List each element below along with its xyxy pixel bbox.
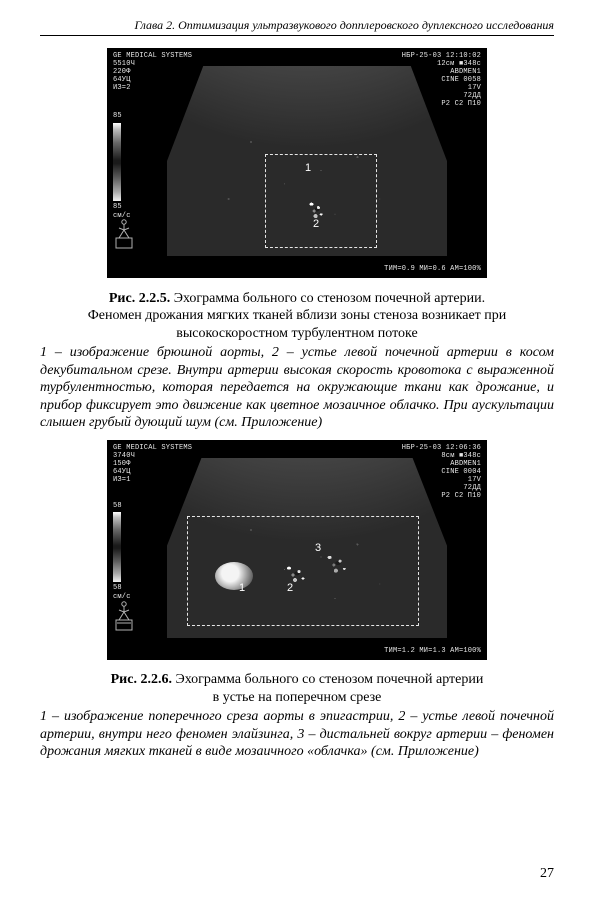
us1-scale-top: 85: [113, 112, 127, 121]
fig1-title: Эхограмма больного со стенозом почечной …: [170, 291, 485, 306]
ultrasound-image-2: GE MEDICAL SYSTEMS 3740Ч 150Ф 64УЦ ИЗ=1 …: [107, 440, 487, 660]
us2-mosaic-right: [317, 546, 359, 584]
us2-aorta: [215, 562, 253, 590]
legend-2: 1 – изображение поперечного среза аорты …: [40, 708, 554, 761]
us1-label-2: 2: [313, 218, 319, 232]
us2-body-icon: [113, 600, 135, 634]
us1-body-icon: [113, 218, 135, 252]
fig2-line2: в устье на поперечном срезе: [213, 690, 382, 705]
figure-1-wrap: GE MEDICAL SYSTEMS 5510Ч 220Ф 64УЦ ИЗ=2 …: [40, 48, 554, 284]
page-number: 27: [540, 865, 554, 883]
us1-sector: 1 2: [167, 66, 447, 256]
legend-1: 1 – изображение брюшной аорты, 2 – устье…: [40, 344, 554, 432]
us2-label-1: 1: [239, 582, 245, 596]
fig1-line2: Феномен дрожания мягких тканей вблизи зо…: [88, 308, 507, 323]
us2-sector: 1 2 3: [167, 458, 447, 638]
us2-brand: GE MEDICAL SYSTEMS: [113, 444, 192, 452]
chapter-header: Глава 2. Оптимизация ультразвукового доп…: [40, 18, 554, 36]
fig2-title: Эхограмма больного со стенозом почечной …: [172, 672, 483, 687]
us2-label-2: 2: [287, 582, 293, 596]
us2-bottom-text: ТИМ=1.2 МИ=1.3 АМ=100%: [384, 647, 481, 656]
us2-mosaic-center: [277, 558, 317, 592]
us2-scale-bar: [113, 512, 121, 582]
us1-scale-bar: [113, 123, 121, 201]
us2-scale-top: 58: [113, 502, 127, 511]
us1-color-scale: 85 85 см/с: [113, 112, 127, 220]
figure-2-wrap: GE MEDICAL SYSTEMS 3740Ч 150Ф 64УЦ ИЗ=1 …: [40, 440, 554, 666]
caption-2: Рис. 2.2.6. Эхограмма больного со стеноз…: [44, 671, 550, 706]
us2-color-scale: 58 58 см/с: [113, 502, 127, 602]
us2-label-3: 3: [315, 542, 321, 556]
fig2-number: Рис. 2.2.6.: [111, 672, 172, 687]
fig1-line3: высокоскоростном турбулентном потоке: [176, 326, 417, 341]
page: Глава 2. Оптимизация ультразвукового доп…: [0, 0, 590, 898]
ultrasound-image-1: GE MEDICAL SYSTEMS 5510Ч 220Ф 64УЦ ИЗ=2 …: [107, 48, 487, 278]
caption-1: Рис. 2.2.5. Эхограмма больного со стеноз…: [44, 290, 550, 343]
us1-bottom-text: ТИМ=0.9 МИ=0.6 АМ=100%: [384, 265, 481, 274]
us1-brand: GE MEDICAL SYSTEMS: [113, 52, 192, 60]
fig1-number: Рис. 2.2.5.: [109, 291, 170, 306]
us1-label-1: 1: [305, 162, 311, 176]
